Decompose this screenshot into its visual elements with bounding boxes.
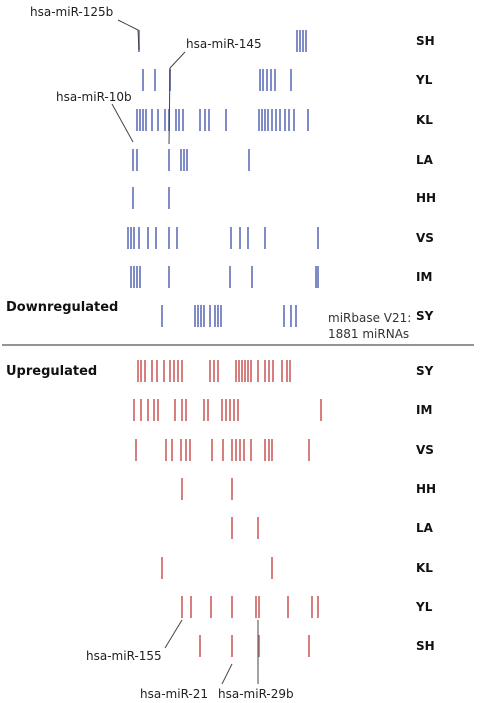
leader-mir155 [164,619,183,649]
leader-mir21 [221,663,233,685]
down-row-label-la: LA [416,153,434,167]
leader-mir125b [117,19,140,51]
callout-mir155: hsa-miR-155 [86,649,162,663]
callout-mir145: hsa-miR-145 [186,37,262,51]
row-labels: SH YL KL LA HH VS IM SY SY IM VS HH LA KL YL SH [415,34,436,653]
up-row-label-yl: YL [415,600,433,614]
up-row-label-vs: VS [416,443,434,457]
mirbase-note-line1: miRbase V21: [328,311,411,325]
downregulated-label: Downregulated [6,300,118,315]
up-row-label-sh: SH [416,639,435,653]
downregulated-ticks [127,30,319,327]
down-row-label-sy: SY [416,309,434,323]
callout-mir10b: hsa-miR-10b [56,90,132,104]
leader-mir145 [168,51,186,145]
up-row-label-im: IM [416,403,432,417]
callout-mir29b: hsa-miR-29b [218,687,294,701]
down-row-label-vs: VS [416,231,434,245]
up-row-label-sy: SY [416,364,434,378]
up-row-label-la: LA [416,521,434,535]
leader-mir10b [111,103,134,143]
callout-mir21: hsa-miR-21 [140,687,208,701]
down-row-label-im: IM [416,270,432,284]
down-row-label-kl: KL [416,113,433,127]
down-row-label-hh: HH [416,191,436,205]
upregulated-ticks [133,360,322,657]
down-row-label-yl: YL [415,73,433,87]
up-row-label-hh: HH [416,482,436,496]
up-row-label-kl: KL [416,561,433,575]
upregulated-label: Upregulated [6,364,97,379]
down-row-label-sh: SH [416,34,435,48]
mirbase-note-line2: 1881 miRNAs [328,327,409,341]
callout-mir125b: hsa-miR-125b [30,5,113,19]
